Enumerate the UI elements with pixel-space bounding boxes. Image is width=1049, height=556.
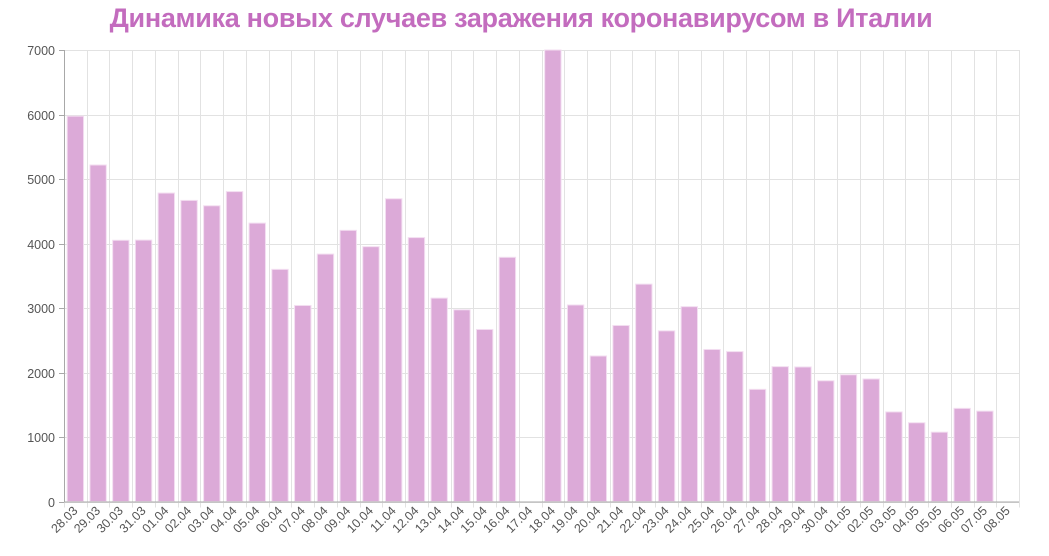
bar-31.03: [134, 239, 153, 502]
x-tick-label: 10.04: [344, 504, 376, 536]
bar-13.04: [430, 297, 448, 502]
bar-26.04: [726, 351, 744, 502]
bar-28.03: [66, 115, 85, 502]
bar-29.04: [794, 366, 812, 502]
bar-15.04: [475, 328, 494, 502]
bar-10.04: [362, 246, 380, 502]
bar-23.04: [657, 330, 676, 503]
y-tick-label: 4000: [27, 238, 55, 252]
bar-24.04: [680, 306, 698, 503]
y-axis-labels: 0 1000 2000 3000 4000 5000 6000 7000: [27, 44, 55, 510]
x-axis-labels: 28.0329.0330.0331.0301.0402.0403.0404.04…: [48, 504, 1012, 536]
bar-11.04: [385, 198, 403, 502]
bar-series: [66, 49, 994, 503]
bar-14.04: [453, 309, 471, 502]
bar-02.05: [862, 378, 880, 503]
bar-01.04: [157, 192, 176, 502]
y-tick-label: 7000: [27, 44, 55, 58]
y-tick-label: 2000: [27, 367, 55, 381]
bar-12.04: [407, 237, 426, 502]
bar-25.04: [703, 348, 721, 503]
y-tick-label: 5000: [27, 173, 55, 187]
bar-04.05: [907, 422, 926, 503]
bar-03.05: [885, 411, 903, 502]
bar-27.04: [748, 388, 767, 502]
bar-06.05: [953, 407, 971, 502]
chart-title: Динамика новых случаев заражения коронав…: [109, 3, 933, 33]
bar-05.04: [248, 222, 266, 502]
bar-30.04: [817, 380, 835, 503]
bar-19.04: [566, 304, 585, 502]
axes: [59, 50, 1020, 508]
bar-07.04: [294, 304, 312, 502]
bar-29.03: [89, 164, 107, 502]
bar-30.03: [112, 239, 130, 502]
bar-21.04: [612, 324, 630, 502]
y-tick-label: 6000: [27, 109, 55, 123]
bar-16.04: [498, 256, 517, 503]
bar-08.04: [316, 253, 335, 502]
bar-20.04: [589, 355, 608, 502]
bar-03.04: [203, 205, 221, 503]
bar-09.04: [339, 229, 357, 502]
y-tick-label: 0: [48, 496, 55, 510]
bar-01.05: [839, 374, 858, 503]
x-tick-label: 08.05: [981, 504, 1013, 536]
bar-04.04: [225, 191, 244, 502]
bar-22.04: [635, 283, 653, 503]
bar-06.04: [271, 268, 289, 502]
bar-07.05: [976, 410, 994, 502]
y-tick-label: 3000: [27, 302, 55, 316]
bar-28.04: [771, 366, 789, 502]
bar-05.05: [930, 431, 949, 503]
y-tick-label: 1000: [27, 431, 55, 445]
bar-18.04: [544, 49, 562, 502]
bar-02.04: [180, 199, 198, 502]
